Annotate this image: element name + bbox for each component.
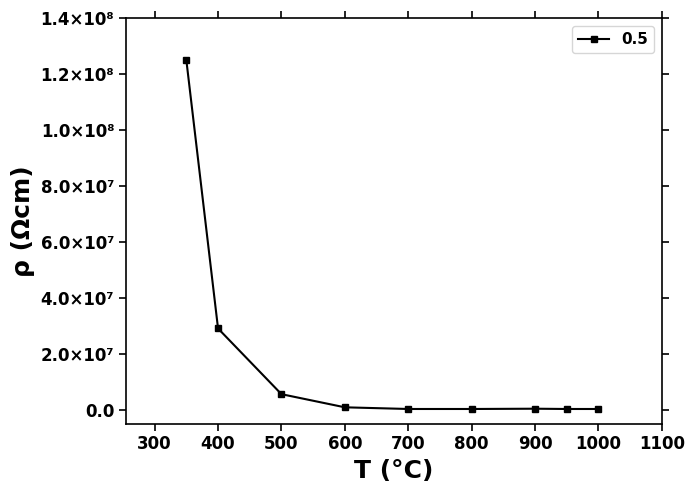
0.5	[214, 326, 222, 331]
0.5	[404, 406, 413, 412]
0.5	[531, 406, 539, 412]
0.5	[562, 406, 571, 412]
Legend: 0.5: 0.5	[572, 26, 654, 53]
0.5	[594, 406, 603, 412]
Y-axis label: ρ (Ωcm): ρ (Ωcm)	[11, 165, 35, 277]
0.5	[340, 405, 349, 411]
0.5	[277, 391, 285, 397]
0.5	[468, 406, 476, 412]
X-axis label: T (°C): T (°C)	[354, 459, 434, 483]
Line: 0.5: 0.5	[183, 57, 602, 412]
0.5	[182, 57, 191, 63]
